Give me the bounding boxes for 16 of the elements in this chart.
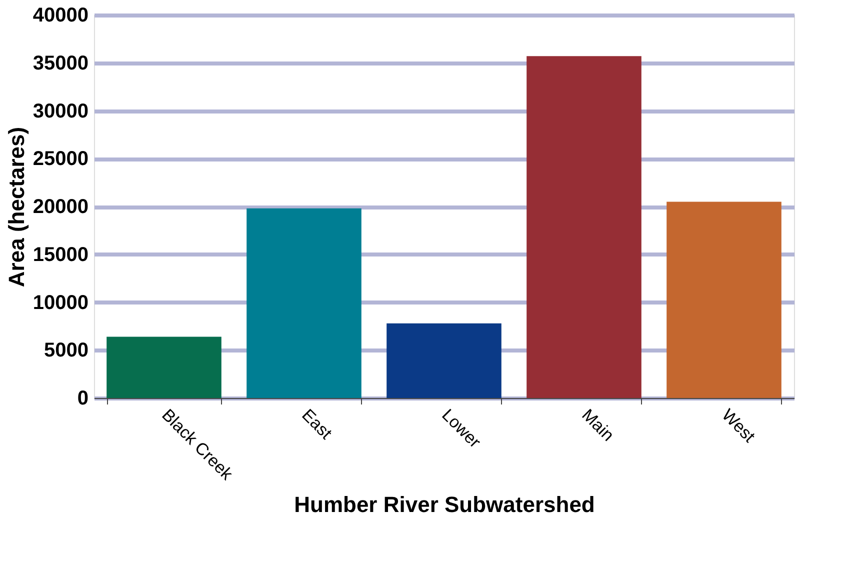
y-tick-label: 20000: [32, 196, 88, 218]
bar: [666, 202, 782, 398]
y-tick-label: 25000: [32, 148, 88, 170]
bar: [526, 56, 642, 398]
y-tick-label: 30000: [32, 100, 88, 122]
y-axis-title: Area (hectares): [4, 126, 29, 288]
y-tick-label: 35000: [32, 52, 88, 74]
y-tick-label: 5000: [44, 340, 88, 362]
bar: [106, 336, 222, 398]
y-tick-label: 40000: [32, 4, 88, 26]
y-tick-label: 10000: [32, 292, 88, 314]
y-tick-label: 15000: [32, 244, 88, 266]
x-axis-title: Humber River Subwatershed: [294, 492, 595, 517]
bar: [386, 323, 502, 398]
bar: [246, 208, 362, 398]
y-tick-label: 0: [77, 388, 88, 410]
